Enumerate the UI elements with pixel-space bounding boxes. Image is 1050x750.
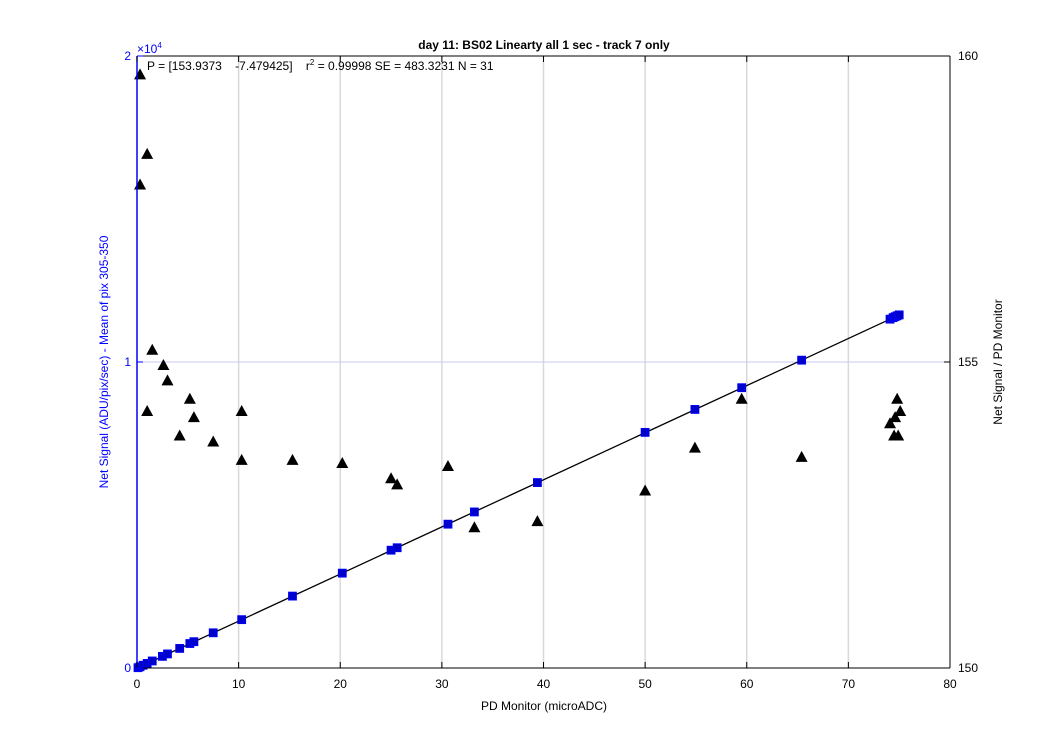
ratio-point (235, 453, 248, 465)
ratio-series (134, 68, 907, 533)
ratio-point (889, 411, 902, 423)
ratio-point (892, 429, 905, 441)
ratio-point (161, 374, 174, 386)
ratio-point (157, 359, 170, 371)
signal-point (640, 427, 650, 437)
ratio-point (884, 417, 897, 429)
signal-point (147, 656, 157, 666)
signal-point (469, 507, 479, 517)
y-right-tick-labels: 150 155 160 (944, 49, 978, 675)
ratio-point (468, 521, 481, 533)
signal-point (392, 543, 402, 553)
fit-line-layer (137, 314, 900, 669)
y-left-multiplier-exp: 4 (157, 41, 162, 50)
x-tick-label: 40 (537, 677, 551, 691)
signal-point (189, 637, 199, 647)
ratio-point (688, 441, 701, 453)
y-right-tick-label: 160 (958, 49, 978, 63)
y-left-tick-label: 2 (124, 49, 131, 63)
ratio-point (146, 343, 159, 355)
ratio-point (891, 392, 904, 404)
ratio-point (894, 404, 907, 416)
y-left-tick-label: 0 (124, 661, 131, 675)
fit-params: P = [153.9373 -7.479425] (147, 59, 293, 73)
ratio-point (639, 484, 652, 496)
signal-point (175, 644, 185, 653)
signal-point (288, 591, 297, 601)
ratio-point (336, 456, 349, 468)
y-left-axis-label: Net Signal (ADU/pix/sec) - Mean of pix 3… (97, 235, 111, 488)
x-tick-label: 50 (638, 677, 652, 691)
fit-line (137, 314, 900, 669)
signal-point (443, 519, 453, 529)
signal-point (337, 568, 347, 578)
x-tick-label: 60 (740, 677, 754, 691)
y-left-multiplier: ×104 (137, 41, 162, 56)
fit-stats: = 0.99998 SE = 483.3231 N = 31 (314, 59, 493, 73)
signal-point (690, 405, 700, 414)
signal-point (237, 615, 247, 625)
fit-r-prefix: r (306, 59, 310, 73)
ratio-point (187, 411, 200, 423)
fit-annotation: P = [153.9373 -7.479425] r2 = 0.99998 SE… (147, 58, 494, 73)
x-tick-label: 70 (842, 677, 856, 691)
ratio-point (141, 147, 154, 159)
y-left-multiplier-base: ×10 (137, 42, 158, 56)
x-tick-label: 30 (435, 677, 449, 691)
ratio-point (385, 472, 398, 484)
ratio-point (441, 460, 454, 472)
x-tick-label: 80 (943, 677, 957, 691)
signal-point (894, 310, 904, 320)
ratio-point (391, 478, 404, 490)
signal-point (737, 383, 747, 393)
y-right-tick-label: 150 (958, 661, 978, 675)
ratio-point (141, 404, 154, 416)
grid (137, 56, 950, 668)
ratio-point (134, 68, 147, 80)
x-tick-label: 0 (134, 677, 141, 691)
signal-point (533, 478, 542, 487)
ratio-point (286, 453, 299, 465)
x-tick-label: 20 (334, 677, 348, 691)
ratio-point (795, 450, 808, 462)
signal-point (208, 628, 218, 638)
y-left-tick-label: 1 (124, 355, 131, 369)
x-tick-labels: 0 10 20 30 40 50 60 70 80 (134, 56, 957, 691)
x-tick-label: 10 (232, 677, 246, 691)
ratio-point (207, 435, 220, 447)
ratio-point (531, 515, 544, 527)
ratio-point (183, 392, 196, 404)
chart-title: day 11: BS02 Linearty all 1 sec - track … (418, 38, 670, 52)
signal-point (163, 649, 172, 659)
y-left-tick-labels: 0 1 2 (124, 49, 143, 675)
y-right-tick-label: 155 (958, 355, 978, 369)
x-axis-label: PD Monitor (microADC) (481, 699, 607, 713)
ratio-point (134, 178, 147, 190)
ratio-point (735, 392, 748, 404)
y-right-axis-label: Net Signal / PD Monitor (991, 299, 1005, 424)
fit-r-exp: 2 (310, 58, 315, 67)
ratio-point (235, 404, 248, 416)
ratio-point (173, 429, 186, 441)
signal-series (133, 310, 904, 673)
signal-point (797, 355, 807, 365)
